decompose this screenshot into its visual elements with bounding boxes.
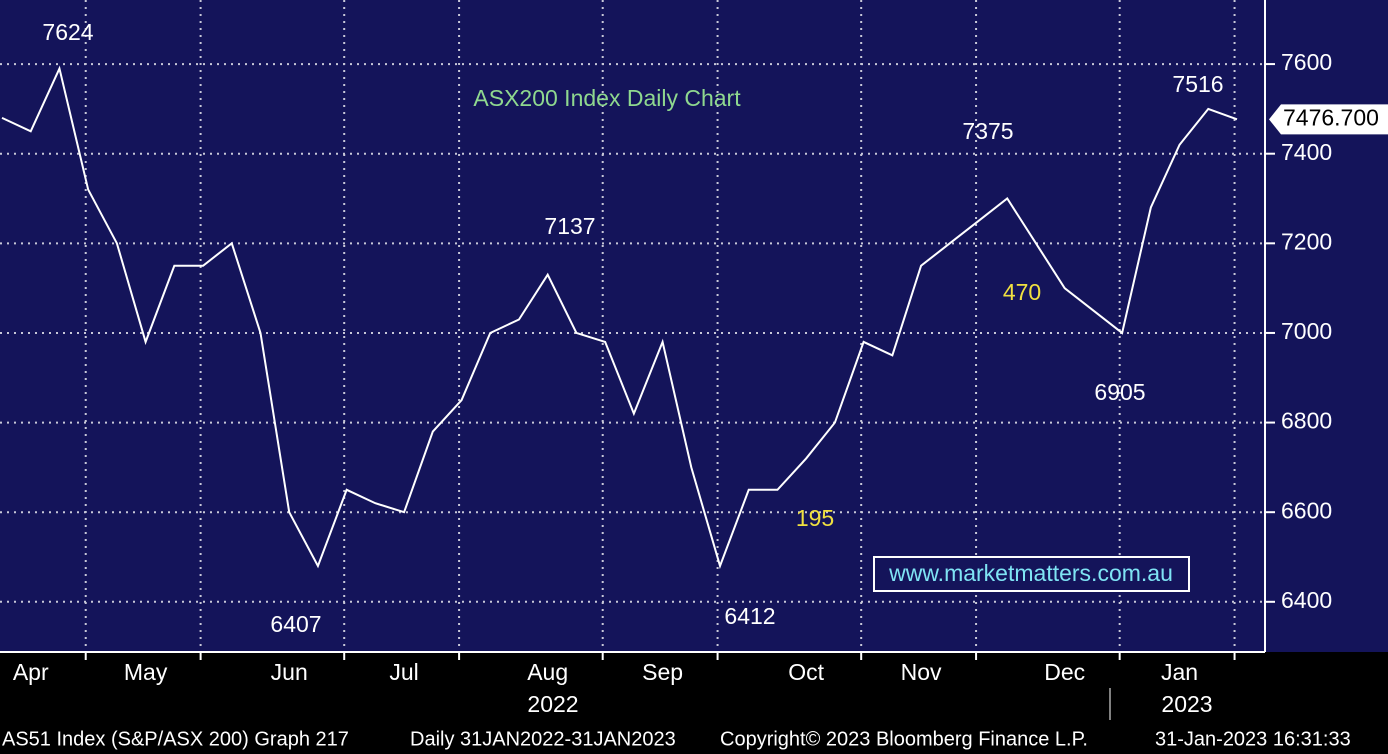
x-tick-label: Aug	[527, 659, 568, 685]
x-tick-label: Jan	[1161, 659, 1198, 685]
footer: AS51 Index (S&P/ASX 200) Graph 217	[2, 728, 349, 750]
x-axis-band	[0, 652, 1388, 754]
x-tick-label: Oct	[788, 659, 824, 685]
annotation: 195	[796, 505, 834, 531]
price-line	[1, 65, 1238, 570]
y-tick-label: 6400	[1281, 587, 1332, 613]
footer: Copyright© 2023 Bloomberg Finance L.P.	[720, 728, 1088, 750]
x-tick-label: Apr	[13, 659, 49, 685]
annotation: 6905	[1094, 379, 1145, 405]
annotation: 470	[1003, 279, 1041, 305]
annotation: 7516	[1172, 71, 1223, 97]
x-tick-label: Jun	[271, 659, 308, 685]
y-tick-label: 7400	[1281, 139, 1332, 165]
x-tick-label: Dec	[1044, 659, 1085, 685]
last-value-marker	[1269, 104, 1388, 135]
x-tick-label: May	[124, 659, 168, 685]
annotation: 7137	[544, 213, 595, 239]
chart-title: ASX200 Index Daily Chart	[473, 85, 741, 111]
last-value-label: 7476.700	[1283, 104, 1379, 130]
website: www.marketmatters.com.au	[888, 560, 1173, 586]
y-tick-label: 7200	[1281, 228, 1332, 254]
annotation: 6412	[724, 603, 775, 629]
x-tick-label: Nov	[901, 659, 942, 685]
grid	[0, 0, 1265, 652]
annotation: 7624	[42, 19, 93, 45]
y-tick-label: 7600	[1281, 49, 1332, 75]
annotation: 7375	[962, 118, 1013, 144]
x-tick-label: Jul	[389, 659, 418, 685]
footer: Daily 31JAN2022-31JAN2023	[410, 728, 676, 750]
year-label: 2023	[1161, 691, 1212, 717]
year-label: 2022	[527, 691, 578, 717]
website-box	[873, 556, 1190, 592]
y-tick-label: 7000	[1281, 318, 1332, 344]
y-tick-label: 6600	[1281, 497, 1332, 523]
annotation: 6407	[270, 611, 321, 637]
footer: 31-Jan-2023 16:31:33	[1155, 728, 1351, 750]
y-tick-label: 6800	[1281, 408, 1332, 434]
plot	[1, 65, 1238, 570]
x-tick-label: Sep	[642, 659, 683, 685]
